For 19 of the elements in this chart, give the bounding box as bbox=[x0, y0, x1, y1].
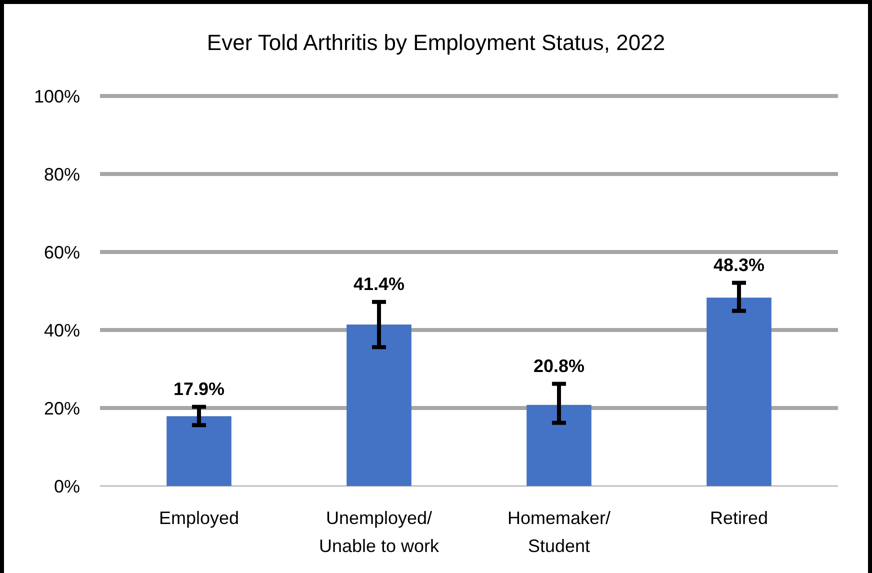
data-label: 48.3% bbox=[713, 254, 765, 275]
chart-title: Ever Told Arthritis by Employment Status, 2022 bbox=[206, 30, 666, 55]
y-tick-label: 0% bbox=[54, 476, 80, 496]
data-label: 20.8% bbox=[533, 356, 585, 376]
y-tick-label: 100% bbox=[34, 86, 80, 106]
data-label: 17.9% bbox=[173, 378, 225, 399]
bar bbox=[526, 404, 592, 486]
bar bbox=[166, 416, 232, 486]
x-tick-label: Retired bbox=[710, 508, 768, 528]
x-tick-label: Employed bbox=[158, 508, 240, 528]
x-tick-label: Homemaker/ Student bbox=[507, 508, 611, 556]
x-tick-label: Unemployed/ Unable to work bbox=[318, 508, 440, 556]
data-label: 41.4% bbox=[353, 274, 405, 294]
bar bbox=[706, 298, 772, 486]
bar bbox=[346, 324, 412, 486]
y-tick-label: 40% bbox=[44, 320, 80, 340]
y-tick-label: 80% bbox=[44, 164, 80, 184]
y-tick-label: 20% bbox=[44, 398, 80, 418]
y-tick-label: 60% bbox=[44, 242, 80, 262]
